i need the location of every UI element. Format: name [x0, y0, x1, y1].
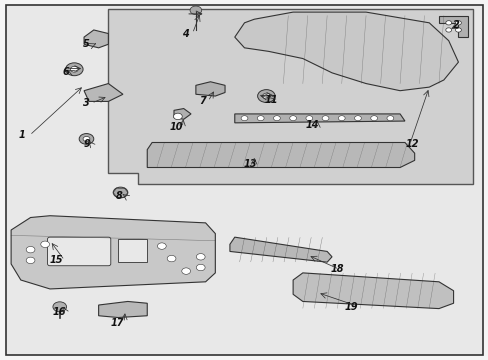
Text: 11: 11 — [264, 95, 277, 105]
Circle shape — [445, 28, 451, 32]
Polygon shape — [234, 12, 458, 91]
Circle shape — [338, 116, 345, 121]
Text: 17: 17 — [110, 318, 123, 328]
Circle shape — [455, 21, 460, 25]
FancyBboxPatch shape — [6, 5, 482, 355]
Circle shape — [386, 116, 393, 121]
Polygon shape — [99, 301, 147, 318]
Text: 8: 8 — [116, 191, 122, 201]
Text: 12: 12 — [405, 139, 418, 149]
Circle shape — [257, 116, 264, 121]
Circle shape — [167, 255, 176, 262]
Text: 3: 3 — [83, 98, 90, 108]
Circle shape — [113, 187, 127, 198]
Bar — [118, 239, 147, 262]
Circle shape — [354, 116, 361, 121]
Polygon shape — [174, 109, 191, 119]
Circle shape — [173, 113, 182, 120]
Circle shape — [65, 63, 83, 76]
Polygon shape — [108, 9, 472, 184]
Text: 6: 6 — [62, 67, 69, 77]
Polygon shape — [229, 237, 331, 262]
Circle shape — [196, 264, 204, 271]
Text: 2: 2 — [452, 19, 458, 30]
Circle shape — [26, 247, 35, 253]
Text: 18: 18 — [329, 264, 343, 274]
Circle shape — [273, 116, 280, 121]
Circle shape — [305, 116, 312, 121]
Text: 16: 16 — [53, 307, 66, 317]
Polygon shape — [84, 30, 108, 48]
Polygon shape — [147, 143, 414, 167]
Circle shape — [370, 116, 377, 121]
Circle shape — [322, 116, 328, 121]
Text: 15: 15 — [49, 255, 63, 265]
Circle shape — [196, 253, 204, 260]
Circle shape — [79, 134, 94, 144]
Circle shape — [190, 6, 201, 15]
Text: 1: 1 — [19, 130, 25, 140]
Text: 5: 5 — [83, 39, 90, 49]
Polygon shape — [292, 273, 453, 309]
Polygon shape — [438, 16, 467, 37]
Polygon shape — [196, 82, 224, 96]
Circle shape — [241, 116, 247, 121]
Circle shape — [157, 243, 166, 249]
Text: 19: 19 — [344, 302, 358, 312]
Circle shape — [26, 257, 35, 264]
Circle shape — [289, 116, 296, 121]
Polygon shape — [11, 216, 215, 289]
Circle shape — [257, 90, 275, 103]
Circle shape — [182, 268, 190, 274]
Text: 10: 10 — [169, 122, 183, 132]
Polygon shape — [84, 84, 122, 102]
FancyBboxPatch shape — [47, 237, 111, 266]
Text: 14: 14 — [305, 120, 319, 130]
Circle shape — [455, 28, 460, 32]
Circle shape — [41, 241, 49, 248]
Text: 4: 4 — [182, 28, 188, 39]
Circle shape — [445, 21, 451, 25]
Circle shape — [53, 302, 66, 312]
Text: 9: 9 — [83, 139, 90, 149]
Circle shape — [262, 93, 270, 99]
Circle shape — [83, 136, 90, 141]
Text: 13: 13 — [244, 159, 257, 169]
Polygon shape — [234, 114, 404, 123]
Text: 7: 7 — [199, 96, 205, 107]
Circle shape — [70, 66, 78, 72]
